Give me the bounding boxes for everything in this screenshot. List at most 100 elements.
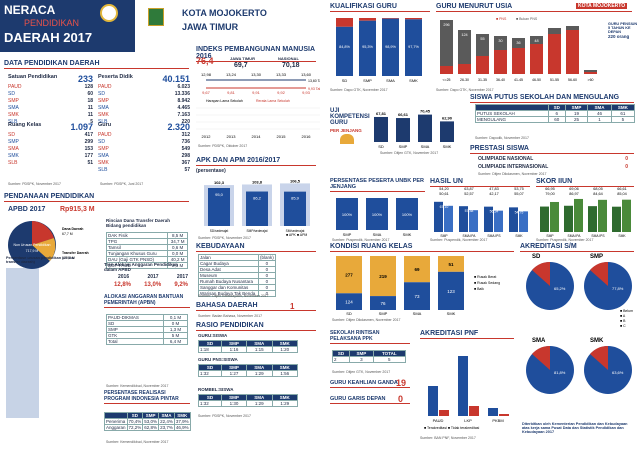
akreditasi-pies: SD 65,2% SMP 77,8% SMA 81,8% SMK 63,6% 33,3% ■ Be… (524, 254, 633, 394)
putus-source: Sumber: Dapodik, November 2017 (475, 136, 529, 140)
kondisi-legend: ■ Rusak Berat (474, 275, 496, 279)
usia-cat: >60 (588, 78, 594, 82)
kualifikasi-bar-high (336, 26, 353, 76)
rasio-table-1: SD SMP SMA SMK 1:18 1:16 1:15 1:20 (197, 340, 299, 353)
skor-cat: SMA IPS (591, 234, 605, 238)
kelas-label: SMP (8, 139, 19, 145)
apm-bar (208, 188, 230, 226)
prestasi-internasional-label: OLIMPIADE INTERNASIONAL (478, 164, 549, 170)
kondisi-sedang-value: 51 (448, 262, 454, 267)
kualifikasi-cat: SMP (363, 78, 372, 83)
tren-v2: 13,0% (144, 282, 162, 288)
guru-value: 298 (181, 153, 190, 159)
uji-value: 66,61 (398, 112, 409, 117)
pnf-chart: PAUD LKP PKBM ■ Terakreditasi ■ Tidak terak… (424, 356, 509, 430)
unbk-cat: SMA (373, 232, 382, 237)
bahasa-source: Sumber: Badan Bahasa, November 2017 (198, 314, 263, 318)
apk-value: 106,5 (290, 178, 301, 183)
usia-value: 30 (498, 39, 502, 43)
guru-label: SMA (98, 153, 109, 159)
hasil-source: Sumber: Puspendik, November 2017 (430, 238, 488, 242)
apk-cat: SM/sederajat (286, 229, 305, 233)
akreditasi-label: SMA (532, 338, 546, 344)
title-daerah: DAERAH 2017 (4, 30, 93, 45)
kualifikasi-bar-low (405, 18, 422, 20)
section-kualifikasi: KUALIFIKASI GURU (330, 3, 430, 12)
keahlian-value: 19 (396, 378, 407, 388)
apbd-dana-value: 67,7 M (62, 232, 73, 236)
apk-legend: ■ APK ■ APM (286, 233, 307, 236)
uji-chart: 67,81 SD 66,61 SMP 70,45 SMA 62,90 SMK (374, 109, 454, 149)
uji-person-icon (340, 134, 354, 144)
putus-cell: 25 (564, 116, 589, 123)
skor-cat: SMA IPA (568, 234, 582, 238)
ipm-chart: 2012 12,98 9,67 2013 13,24 9,81 2014 13,30 9,91 2… (196, 72, 320, 139)
rasio-table-3: SD SMP SMA SMK 1:32 1:30 1:29 1:29 (197, 394, 299, 407)
guru-row: SMP 549 (98, 146, 190, 153)
akreditasi-note: Diterbitkan oleh Kementerian Pendidikan … (522, 422, 628, 434)
usia-region: KOTA MOJOKERTO (576, 3, 628, 9)
peserta-row: SMK 7.163 (98, 112, 190, 119)
usia-cat: 46-50 (532, 78, 541, 82)
alokasi-cell: Total (105, 338, 165, 345)
hasil-value: 57,38 (465, 209, 474, 213)
alokasi-table: PAUD-DIKMAS 0,1 M SD 0 M SMP 1,3 M GTK 5 M Total… (105, 314, 188, 345)
satuan-label: SLB (8, 119, 18, 125)
skor-bar-2016 (612, 206, 621, 232)
usia-bar-nonpns (584, 70, 597, 72)
usia-bar-pns (512, 48, 525, 74)
kemdikbud-logo-icon (100, 4, 118, 22)
kebud-row: Warisan Budaya Tak Benda 0 (198, 290, 277, 297)
satuan-label: SMK (8, 112, 19, 118)
section-alokasi: ALOKASI ANGGARAN BANTUAN PEMERINTAH (APB… (104, 294, 190, 308)
satuan-label: Satuan Pendidikan (8, 74, 58, 80)
rasio-rombel-cell: 1:32 (197, 400, 223, 407)
hasil-cat: SMP (440, 234, 448, 238)
guru-value: 312 (181, 132, 190, 138)
usia-value: 48 (534, 39, 538, 43)
peserta-label: SMP (98, 98, 109, 104)
region-province: JAWA TIMUR (182, 22, 239, 32)
usia-bar-pns (548, 34, 561, 74)
usia-bar-nonpns (512, 38, 525, 48)
akreditasi-label: SMP (590, 254, 603, 260)
satuan-value: 11 (87, 112, 93, 118)
apm-bar (246, 191, 268, 226)
section-rintisan: SEKOLAH RINTISAN PELAKSANA PPK (330, 330, 410, 344)
rintisan-cell: 2 (331, 356, 351, 363)
kondisi-cat: SD (346, 311, 352, 316)
kondisi-sedang-value: 219 (379, 274, 387, 279)
guru-row: SMK 367 (98, 160, 190, 167)
peserta-block: Peserta Didik 40.151 PAUD 6.023 SD 13.336 SMP… (98, 74, 190, 126)
akreditasi-legend: ■ A (620, 314, 626, 318)
peserta-row: SLB 220 (98, 119, 190, 126)
unbk-chart: 100% SMP 100% SMA 100% SMK (336, 198, 418, 237)
pnf-bar-akr (428, 386, 438, 416)
kualifikasi-bar-high (382, 18, 399, 76)
tren-values: 12,8% 13,0% 9,2% (114, 282, 188, 288)
kondisi-cat: SMP (379, 311, 388, 316)
alokasi-source: Sumber: Kemendikbud, November 2017 (106, 384, 169, 388)
uji-source: Sumber: Ditjen GTK, November 2017 (380, 151, 439, 155)
putus-cell: 60 (547, 116, 566, 123)
realisasi-cell: 22,4% (158, 418, 175, 425)
hasil-bar-2016 (434, 201, 443, 232)
rasio-table-2: SD SMP SMA SMK 1:32 1:27 1:29 1:56 (197, 364, 299, 377)
section-data-pendidikan: DATA PENDIDIKAN DAERAH (4, 60, 189, 69)
rincian-row: Tunjangan Khusus Guru 0,0 M (105, 250, 188, 257)
kelas-label: SMK (8, 153, 19, 159)
guru-value: 549 (181, 146, 190, 152)
usia-value: 55 (480, 37, 484, 41)
usia-bar-pns (584, 72, 597, 74)
realisasi-cell: 72,2% (126, 424, 144, 431)
kondisi-sedang-value: 69 (414, 267, 420, 272)
rasio-pns-row: 1:32 1:27 1:29 1:56 (197, 370, 299, 377)
apk-value: 103,8 (252, 179, 263, 184)
ipm-rls-value: 9,93 (302, 90, 311, 95)
satuan-value: 18 (87, 98, 93, 104)
peserta-rows: PAUD 6.023 SD 13.336 SMP 8.942 SMA 4.465 SMK 7.16… (98, 84, 190, 126)
guru-total: 2.320 (167, 122, 190, 132)
rincian-cell: 2,5 M (167, 262, 188, 269)
pnf-bar-akr (488, 408, 498, 416)
skor-r1: 66,95 (545, 187, 555, 191)
